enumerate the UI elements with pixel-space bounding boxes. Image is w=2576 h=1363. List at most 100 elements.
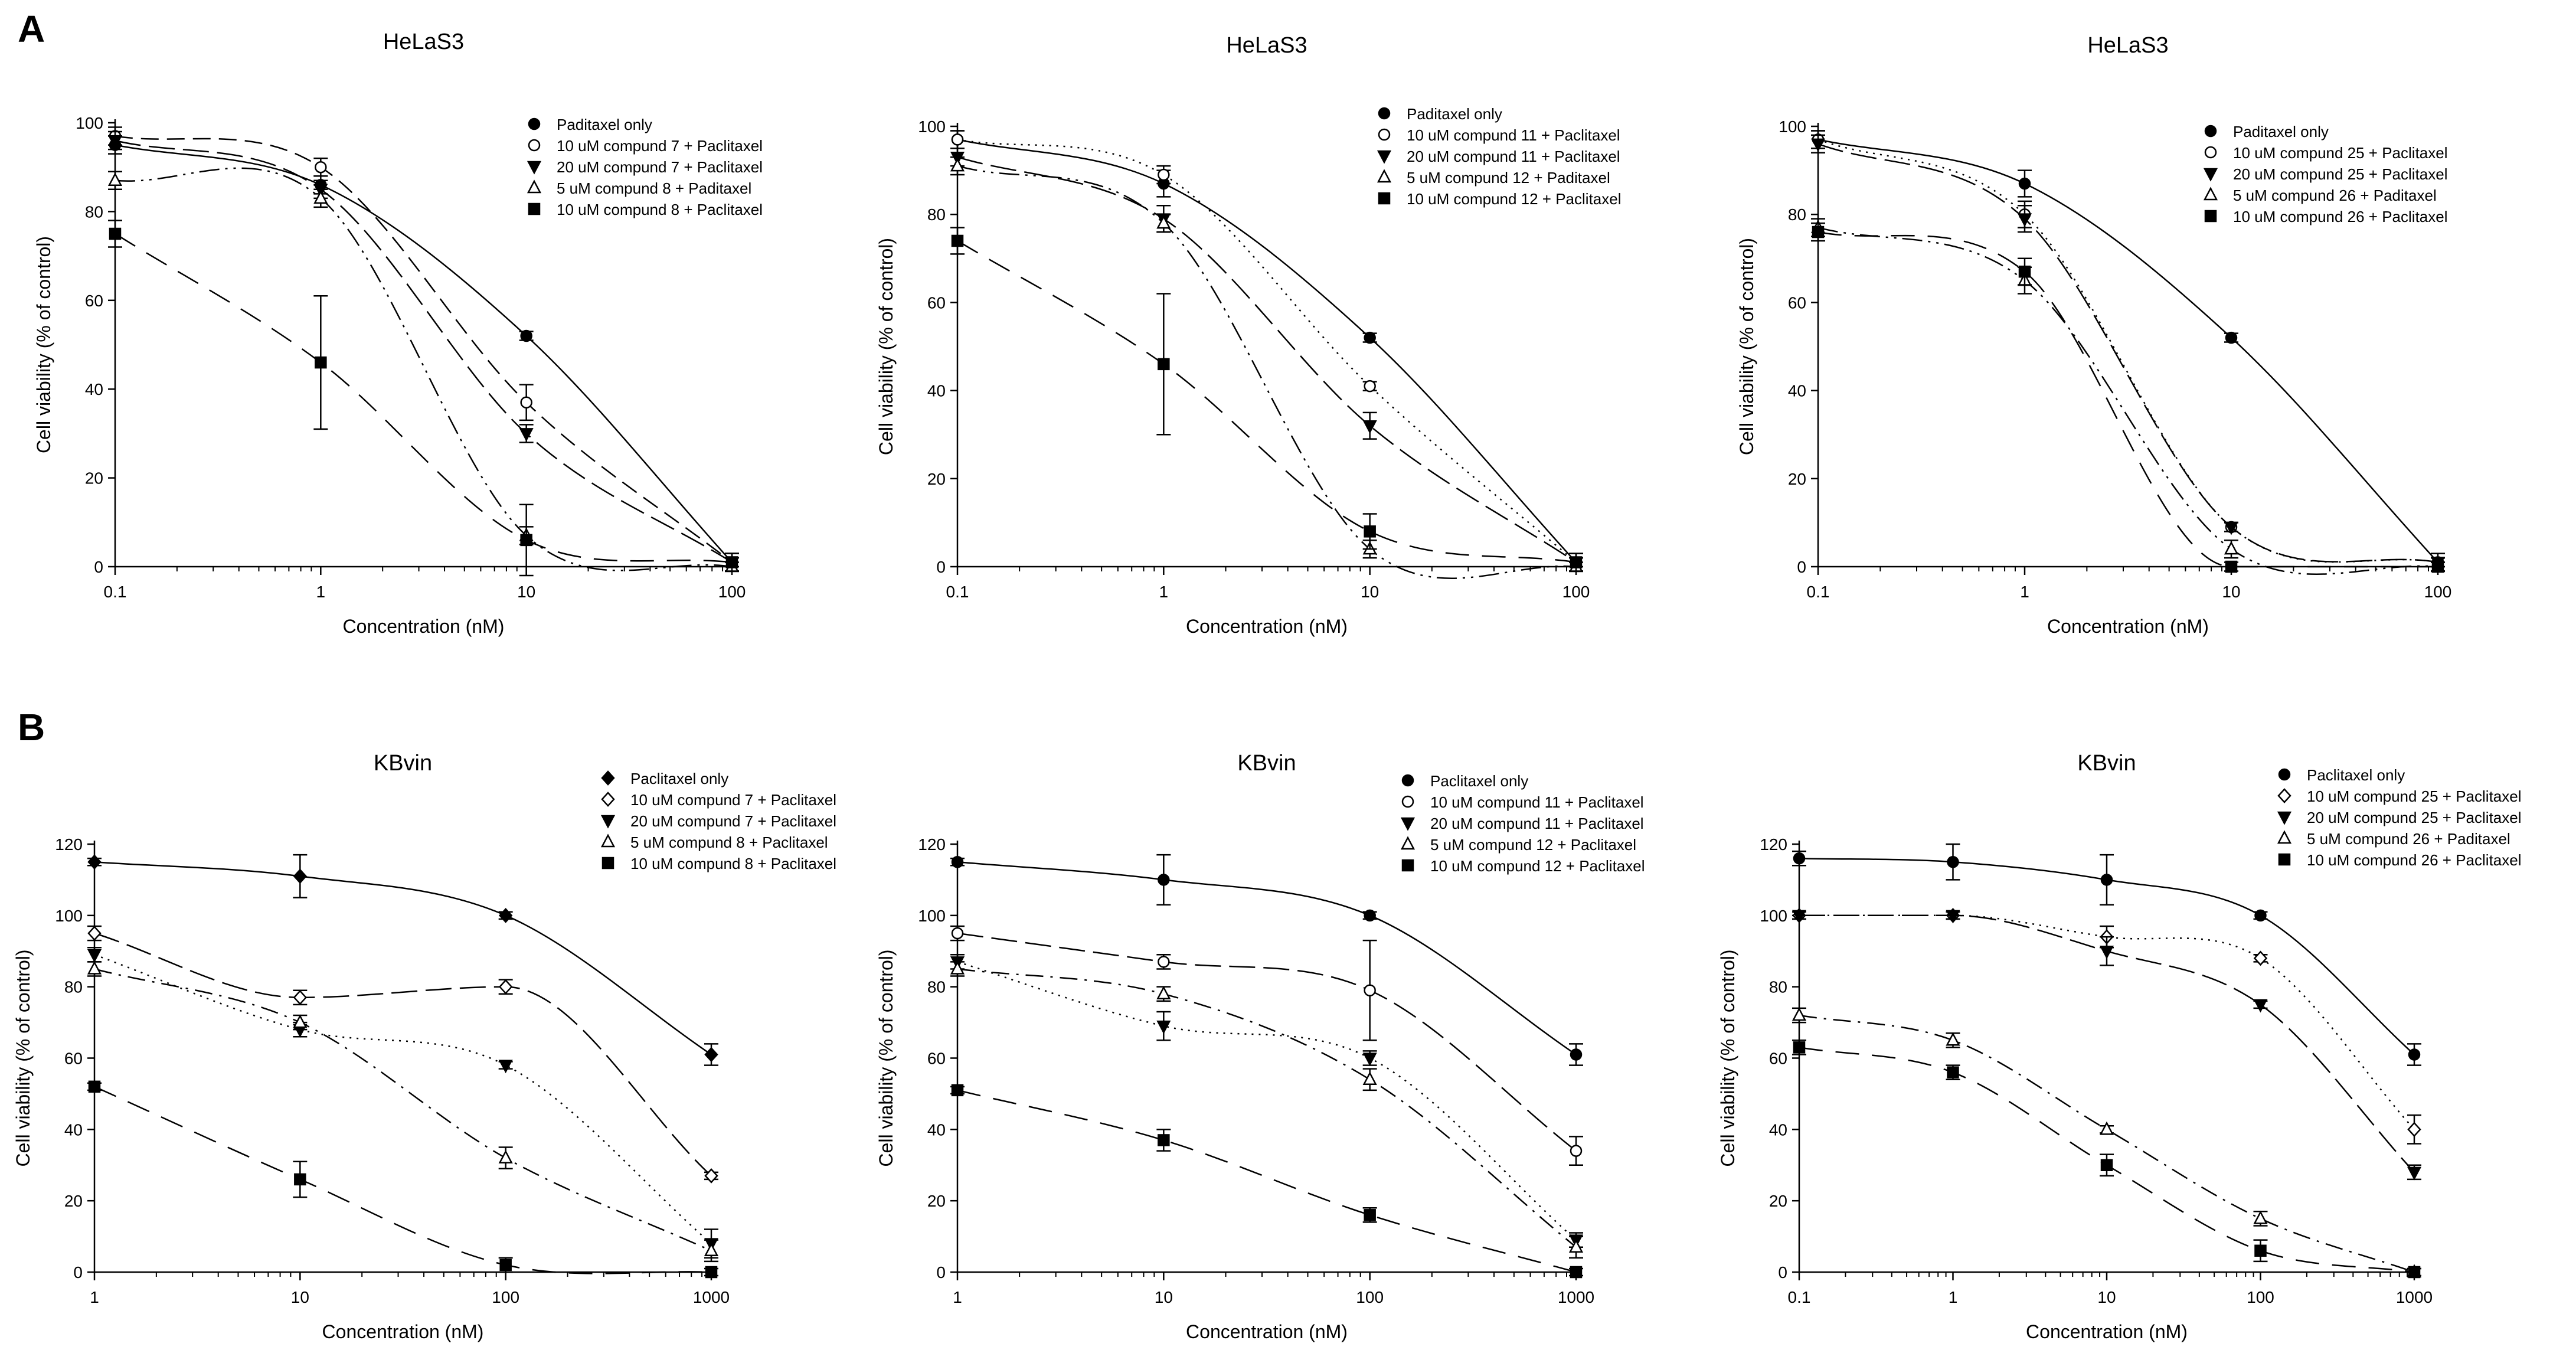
data-point: [951, 855, 964, 868]
data-point: [2407, 1122, 2421, 1138]
series-5: [1811, 222, 2445, 573]
legend-label: Paclitaxel only: [2307, 766, 2405, 784]
series-line: [1799, 914, 2415, 1173]
series-4: [1792, 1007, 2422, 1278]
y-tick-label: 100: [1760, 907, 1787, 925]
series-5: [108, 220, 739, 577]
legend-marker: [2278, 853, 2291, 866]
legend-marker: [1378, 192, 1391, 205]
y-axis-label: Cell viability (% of control): [1736, 238, 1757, 455]
y-axis-label: Cell viability (% of control): [1717, 949, 1738, 1166]
legend-label: 10 uM compund 8 + Paclitaxel: [557, 201, 763, 218]
chart-3: HeLaS3 0 20 40 60 80 100 0.1 1 10 100 Concentration…: [1736, 33, 2451, 637]
data-point: [1570, 1048, 1583, 1061]
data-point: [87, 926, 102, 941]
data-point: [87, 949, 102, 963]
legend-marker: [527, 179, 542, 194]
data-point: [1793, 1041, 1806, 1054]
data-point: [1156, 1020, 1171, 1034]
series-line: [957, 961, 1577, 1241]
data-point: [1362, 1071, 1377, 1085]
legend-label: Paditaxel only: [1407, 105, 1502, 123]
data-point: [315, 356, 327, 369]
series-1: [87, 854, 718, 1066]
data-point: [2224, 541, 2239, 555]
data-point: [520, 396, 532, 409]
series-3: [1792, 910, 2422, 1181]
y-axis-label: Cell viability (% of control): [33, 236, 54, 453]
x-tick-label: 10: [2097, 1288, 2116, 1306]
legend-label: 5 uM compund 12 + Paclitaxel: [1430, 836, 1636, 854]
series-5: [1792, 1040, 2421, 1279]
x-tick-label: 1000: [2396, 1288, 2433, 1306]
y-tick-label: 80: [927, 978, 946, 996]
data-point: [1570, 1266, 1583, 1279]
y-tick-label: 0: [936, 1263, 946, 1282]
legend-marker: [528, 139, 541, 152]
legend-marker: [2277, 788, 2291, 803]
legend-label: 20 uM compund 11 + Paclitaxel: [1407, 148, 1620, 165]
data-point: [88, 1080, 101, 1093]
legend: Paditaxel only 10 uM compund 25 + Paclita…: [2203, 123, 2448, 225]
data-point: [294, 1173, 306, 1186]
y-tick-label: 60: [1788, 293, 1806, 312]
data-point: [2018, 177, 2031, 190]
y-tick-label: 0: [936, 558, 946, 576]
legend-marker: [2278, 768, 2291, 781]
legend-label: 5 uM compund 26 + Paditaxel: [2233, 187, 2437, 204]
data-point: [704, 1168, 718, 1184]
data-point: [2018, 265, 2031, 278]
series-line: [1817, 143, 2438, 563]
legend-marker: [1378, 128, 1391, 141]
data-point: [1946, 910, 1960, 924]
legend-marker: [1377, 150, 1392, 164]
data-point: [87, 854, 102, 870]
y-tick-label: 80: [1788, 205, 1806, 224]
y-tick-label: 20: [64, 1192, 83, 1210]
series-2: [87, 925, 718, 1184]
x-axis-label: Concentration (nM): [2047, 616, 2209, 637]
legend-label: 10 uM compund 7 + Paclitaxel: [630, 791, 836, 809]
y-tick-label: 60: [927, 1050, 946, 1068]
x-axis-label: Concentration (nM): [1186, 616, 1348, 637]
series-line: [957, 932, 1577, 1152]
data-point: [2253, 999, 2268, 1013]
legend-marker: [1400, 836, 1416, 850]
x-tick-label: 1: [2020, 583, 2029, 601]
data-point: [1568, 1239, 1584, 1253]
legend-label: 5 uM compund 8 + Paditaxel: [557, 179, 751, 197]
legend-label: 20 uM compund 7 + Paclitaxel: [630, 812, 836, 830]
data-point: [293, 989, 308, 1005]
legend-label: 20 uM compund 25 + Paclitaxel: [2233, 165, 2448, 183]
legend-label: Paclitaxel only: [1430, 772, 1528, 790]
x-tick-label: 10: [2222, 583, 2240, 601]
data-point: [2100, 1159, 2113, 1171]
y-tick-label: 20: [85, 469, 103, 488]
series-1: [950, 854, 1583, 1066]
data-point: [1158, 956, 1170, 968]
x-tick-label: 100: [1562, 583, 1590, 601]
y-tick-label: 40: [1769, 1120, 1787, 1139]
data-point: [498, 979, 513, 995]
y-axis-label: Cell viability (% of control): [12, 949, 34, 1166]
data-point: [1364, 525, 1376, 538]
data-point: [293, 1014, 308, 1028]
data-point: [1158, 1134, 1170, 1146]
y-tick-label: 100: [918, 117, 946, 136]
series-line: [957, 156, 1577, 563]
legend-marker: [2203, 187, 2218, 201]
y-tick-label: 120: [55, 835, 83, 854]
data-point: [1364, 331, 1376, 344]
series-1: [1792, 843, 2421, 1066]
series-4: [107, 167, 740, 573]
y-axis-label: Cell viability (% of control): [875, 238, 897, 455]
y-tick-label: 120: [918, 835, 946, 854]
legend-label: 10 uM compund 26 + Paclitaxel: [2307, 851, 2522, 869]
data-point: [2431, 560, 2444, 573]
legend-marker: [2203, 168, 2218, 182]
data-point: [87, 960, 102, 975]
legend-label: 10 uM compund 25 + Paclitaxel: [2307, 787, 2522, 805]
x-tick-label: 100: [718, 583, 746, 601]
series-line: [94, 1086, 712, 1274]
